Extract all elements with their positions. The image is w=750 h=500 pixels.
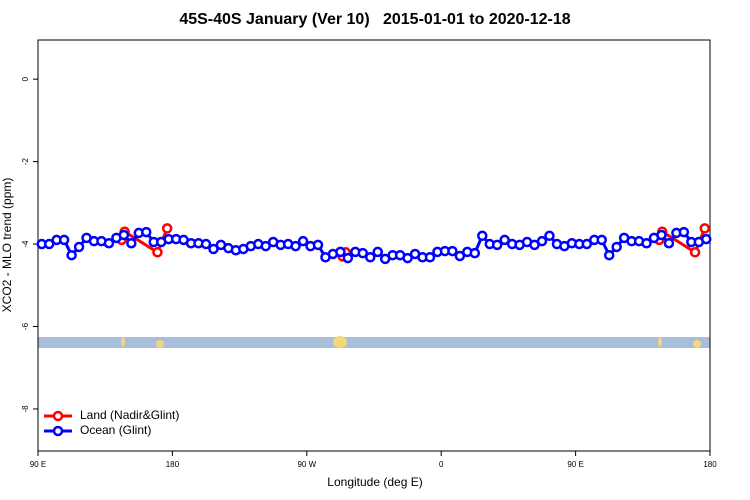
data-point [678, 226, 690, 238]
data-point [357, 247, 369, 259]
data-point [701, 233, 712, 245]
data-point [103, 237, 115, 249]
data-point [200, 238, 212, 250]
data-point [58, 234, 70, 246]
data-point [73, 241, 85, 253]
x-tick-label: 90 E [567, 460, 583, 469]
data-point [491, 239, 503, 251]
data-point [208, 243, 219, 255]
data-point [118, 229, 130, 241]
data-point [603, 249, 615, 261]
data-point [656, 229, 667, 241]
data-point [365, 251, 376, 263]
data-point [699, 223, 711, 234]
data-point [297, 235, 309, 247]
x-tick-label: 90 W [297, 460, 316, 469]
data-point [372, 246, 383, 258]
data-point [611, 241, 622, 253]
data-point [424, 251, 436, 263]
data-point [581, 238, 593, 250]
y-tick-label: 0 [21, 76, 30, 81]
data-point [335, 246, 346, 258]
legend-label: Land (Nadir&Glint) [80, 408, 179, 422]
y-axis-label: XCO2 - MLO trend (ppm) [0, 178, 14, 313]
plot-frame [37, 39, 711, 452]
data-point [66, 249, 77, 261]
data-point [477, 230, 488, 242]
y-tick-label: -2 [21, 158, 30, 166]
y-tick-label: -4 [21, 240, 30, 248]
data-point [126, 237, 137, 249]
data-point [260, 240, 271, 252]
legend-label: Ocean (Glint) [80, 423, 151, 437]
data-point [161, 223, 173, 234]
x-axis-label: Longitude (deg E) [327, 475, 422, 489]
data-point [342, 252, 354, 264]
legend-marker [52, 425, 64, 437]
data-point [596, 234, 607, 246]
data-point [454, 250, 466, 262]
data-point [544, 230, 555, 242]
data-point [152, 247, 163, 258]
data-point [469, 247, 481, 259]
data-point [43, 238, 55, 250]
data-point [641, 237, 652, 249]
legend-marker [52, 410, 64, 422]
data-point [141, 226, 152, 238]
y-tick-label: -8 [21, 405, 30, 413]
data-point [689, 247, 701, 258]
chart-title: 45S-40S January (Ver 10) 2015-01-01 to 2… [179, 11, 570, 28]
x-tick-label: 0 [439, 460, 444, 469]
land-strip [38, 336, 710, 348]
x-tick-label: 90 E [30, 460, 46, 469]
data-point [536, 235, 548, 247]
data-point [663, 237, 675, 249]
legend: Land (Nadir&Glint)Ocean (Glint) [44, 408, 179, 437]
x-tick-label: 180 [166, 460, 180, 469]
y-tick-label: -6 [21, 322, 30, 330]
data-point [447, 245, 458, 257]
data-point [312, 239, 324, 251]
data-point [290, 240, 301, 252]
x-tick-label: 180 [703, 460, 717, 469]
data-point [402, 252, 413, 264]
data-point [499, 234, 510, 246]
